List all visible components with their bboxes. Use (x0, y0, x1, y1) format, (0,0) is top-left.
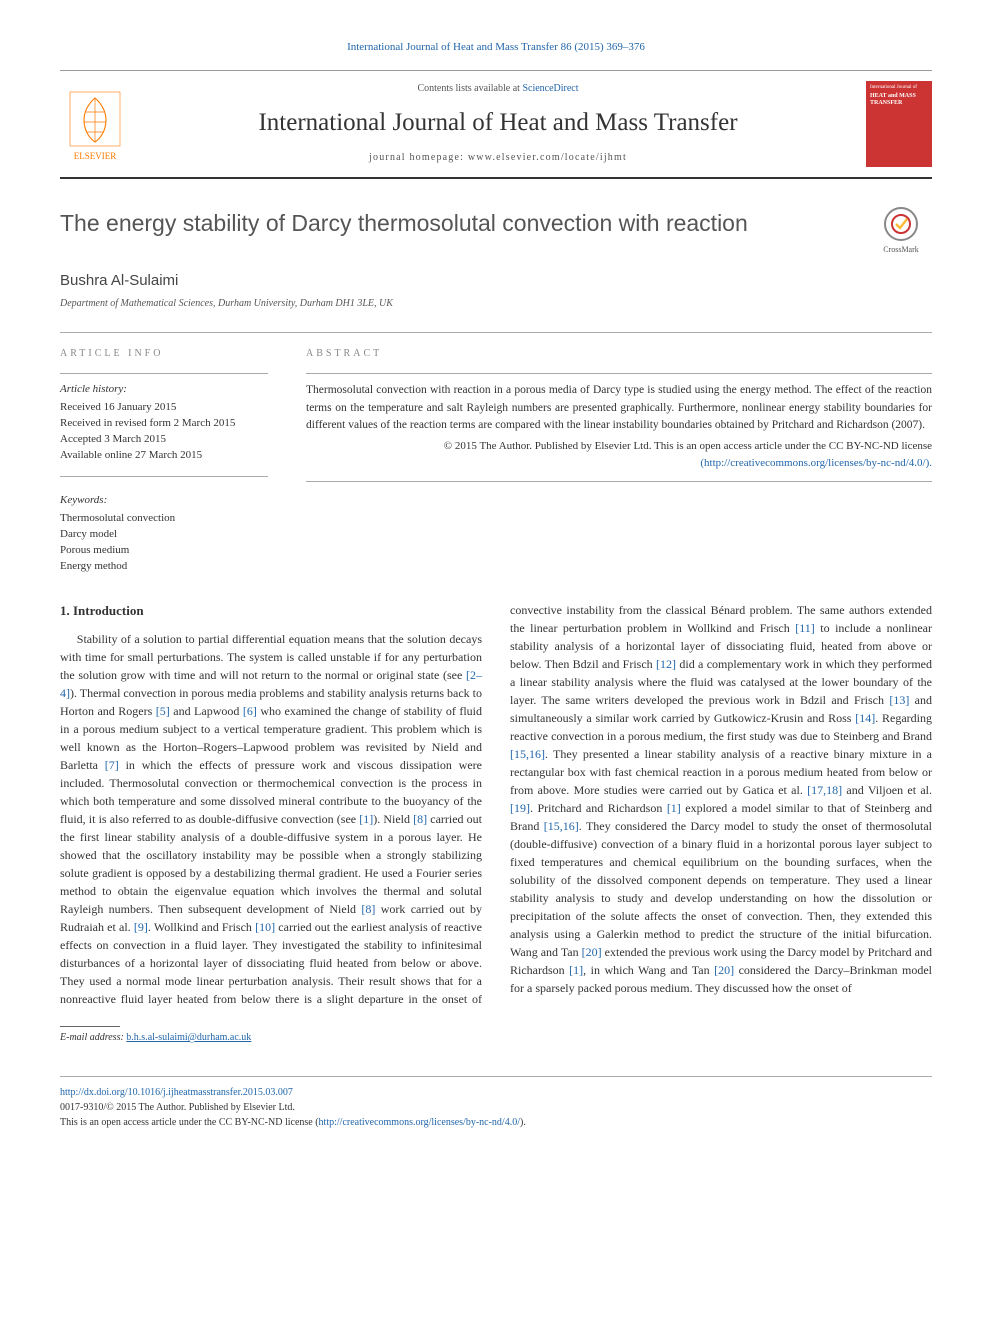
section-heading: 1. Introduction (60, 601, 482, 621)
footer-license-link[interactable]: http://creativecommons.org/licenses/by-n… (319, 1117, 520, 1128)
author-affiliation: Department of Mathematical Sciences, Dur… (60, 297, 932, 312)
crossmark-badge[interactable]: CrossMark (870, 207, 932, 256)
contents-available: Contents lists available at ScienceDirec… (148, 82, 848, 97)
journal-name: International Journal of Heat and Mass T… (148, 105, 848, 141)
abstract-text: Thermosolutal convection with reaction i… (306, 382, 932, 471)
abstract-label: ABSTRACT (306, 347, 932, 362)
keyword: Darcy model (60, 527, 268, 543)
keyword: Thermosolutal convection (60, 511, 268, 527)
top-citation: International Journal of Heat and Mass T… (60, 40, 932, 56)
page-footer: http://dx.doi.org/10.1016/j.ijheatmasstr… (60, 1076, 932, 1130)
email-link[interactable]: b.h.s.al-sulaimi@durham.ac.uk (126, 1032, 251, 1043)
license-link[interactable]: (http://creativecommons.org/licenses/by-… (700, 457, 932, 469)
journal-header: ELSEVIER Contents lists available at Sci… (60, 70, 932, 179)
journal-cover-thumb: International Journal of HEAT and MASS T… (866, 81, 932, 167)
keyword: Porous medium (60, 543, 268, 559)
sciencedirect-link[interactable]: ScienceDirect (522, 83, 578, 94)
doi-link[interactable]: http://dx.doi.org/10.1016/j.ijheatmasstr… (60, 1087, 293, 1098)
keyword: Energy method (60, 559, 268, 575)
article-info-label: ARTICLE INFO (60, 347, 268, 362)
corresponding-email: E-mail address: b.h.s.al-sulaimi@durham.… (60, 1026, 932, 1046)
history-head: Article history: (60, 382, 268, 398)
keywords-head: Keywords: (60, 493, 268, 509)
history-line: Available online 27 March 2015 (60, 448, 268, 464)
history-line: Received in revised form 2 March 2015 (60, 416, 268, 432)
journal-homepage: journal homepage: www.elsevier.com/locat… (148, 151, 848, 166)
article-title: The energy stability of Darcy thermosolu… (60, 207, 852, 240)
history-line: Accepted 3 March 2015 (60, 432, 268, 448)
elsevier-logo: ELSEVIER (60, 85, 130, 163)
history-line: Received 16 January 2015 (60, 400, 268, 416)
author-name: Bushra Al-Sulaimi (60, 270, 932, 292)
article-body: 1. Introduction Stability of a solution … (60, 601, 932, 1009)
